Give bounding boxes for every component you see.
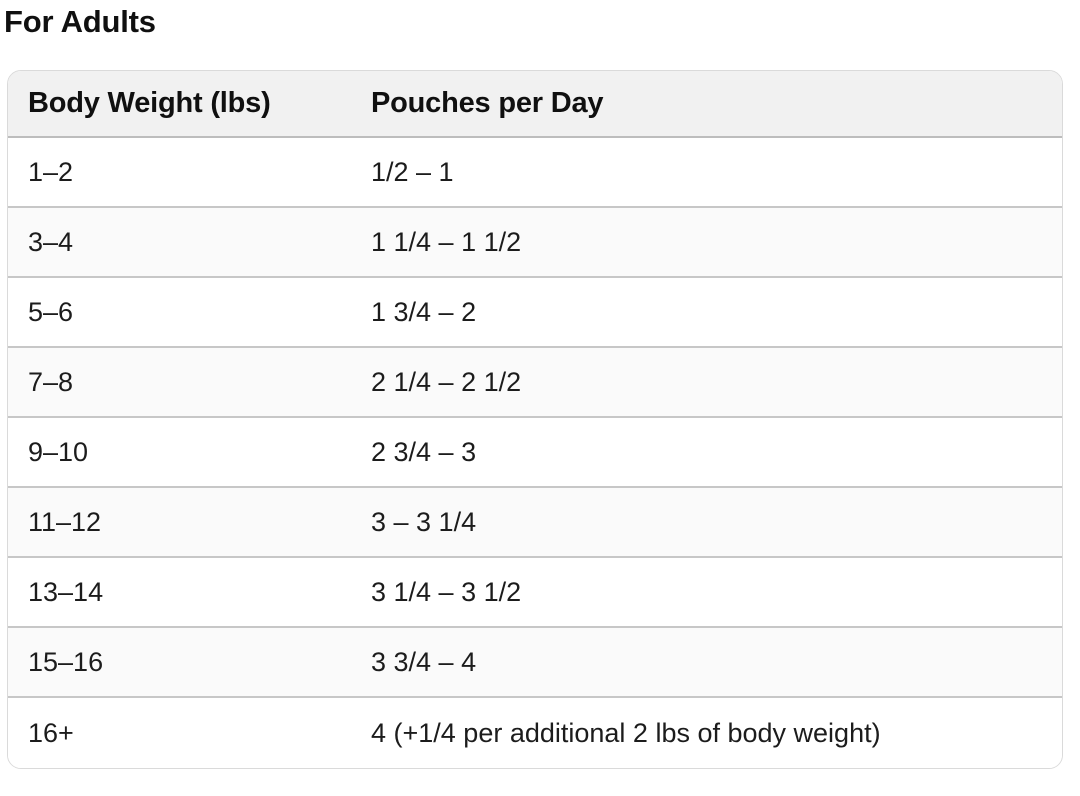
pouches-cell: 3 – 3 1/4 [351, 488, 1062, 558]
weight-cell: 16+ [8, 698, 351, 768]
column-header-body-weight: Body Weight (lbs) [8, 71, 351, 138]
weight-cell: 13–14 [8, 558, 351, 628]
page-title: For Adults [4, 4, 156, 39]
column-header-pouches-per-day: Pouches per Day [351, 71, 1062, 138]
table-row: 9–10 2 3/4 – 3 [8, 418, 1062, 488]
table-row: 1–2 1/2 – 1 [8, 138, 1062, 208]
weight-cell: 5–6 [8, 278, 351, 348]
pouches-cell: 3 1/4 – 3 1/2 [351, 558, 1062, 628]
table-row: 16+ 4 (+1/4 per additional 2 lbs of body… [8, 698, 1062, 768]
pouches-cell: 2 1/4 – 2 1/2 [351, 348, 1062, 418]
table-header: Body Weight (lbs) Pouches per Day [8, 71, 1062, 138]
weight-cell: 11–12 [8, 488, 351, 558]
table-row: 3–4 1 1/4 – 1 1/2 [8, 208, 1062, 278]
table-header-row: Body Weight (lbs) Pouches per Day [8, 71, 1062, 138]
table-body: 1–2 1/2 – 1 3–4 1 1/4 – 1 1/2 5–6 1 3/4 … [8, 138, 1062, 768]
pouches-cell: 4 (+1/4 per additional 2 lbs of body wei… [351, 698, 1062, 768]
pouches-cell: 3 3/4 – 4 [351, 628, 1062, 698]
weight-cell: 1–2 [8, 138, 351, 208]
feeding-guide-table: Body Weight (lbs) Pouches per Day 1–2 1/… [8, 71, 1062, 768]
table-row: 11–12 3 – 3 1/4 [8, 488, 1062, 558]
weight-cell: 3–4 [8, 208, 351, 278]
pouches-cell: 1 1/4 – 1 1/2 [351, 208, 1062, 278]
pouches-cell: 1 3/4 – 2 [351, 278, 1062, 348]
pouches-cell: 1/2 – 1 [351, 138, 1062, 208]
weight-cell: 9–10 [8, 418, 351, 488]
table-row: 5–6 1 3/4 – 2 [8, 278, 1062, 348]
feeding-guide-card: Body Weight (lbs) Pouches per Day 1–2 1/… [7, 70, 1063, 769]
table-row: 15–16 3 3/4 – 4 [8, 628, 1062, 698]
table-row: 13–14 3 1/4 – 3 1/2 [8, 558, 1062, 628]
weight-cell: 15–16 [8, 628, 351, 698]
table-row: 7–8 2 1/4 – 2 1/2 [8, 348, 1062, 418]
weight-cell: 7–8 [8, 348, 351, 418]
pouches-cell: 2 3/4 – 3 [351, 418, 1062, 488]
